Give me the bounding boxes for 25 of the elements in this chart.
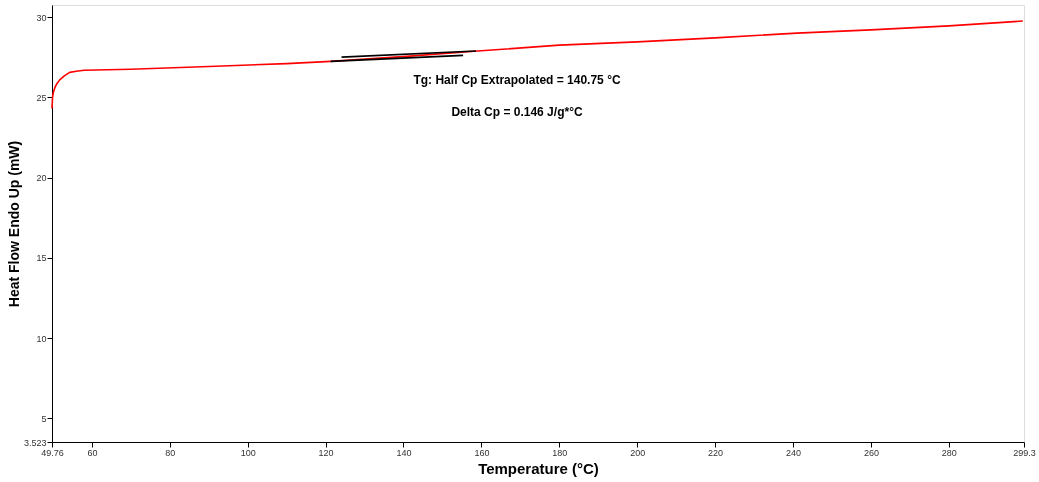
y-tick-label: 15 (36, 253, 47, 264)
x-tick-label: 100 (240, 447, 256, 458)
x-tick-label: 180 (552, 447, 568, 458)
x-tick-label: 120 (318, 447, 334, 458)
x-tick-label: 160 (474, 447, 490, 458)
x-tick-label: 60 (87, 447, 98, 458)
x-tick-label: 220 (708, 447, 724, 458)
y-tick-label: 25 (36, 92, 47, 103)
x-tick-label: 200 (630, 447, 646, 458)
y-axis-title: Heat Flow Endo Up (mW) (5, 140, 22, 308)
x-tick-label: 80 (165, 447, 176, 458)
y-tick-label: 3.523 (23, 437, 47, 448)
x-tick-label: 140 (396, 447, 412, 458)
x-tick-label: 240 (786, 447, 802, 458)
y-tick-label: 5 (41, 413, 47, 424)
x-axis-title: Temperature (°C) (478, 459, 599, 477)
x-tick-label: 299.3 (1013, 447, 1036, 458)
annotation: Delta Cp = 0.146 J/g*°C (451, 105, 583, 119)
annotation: Tg: Half Cp Extrapolated = 140.75 °C (413, 73, 621, 87)
y-tick-label: 30 (36, 12, 47, 23)
x-tick-label: 260 (863, 447, 879, 458)
x-tick-label: 280 (941, 447, 957, 458)
y-tick-label: 20 (36, 173, 47, 184)
x-tick-label: 49.76 (41, 447, 64, 458)
y-tick-label: 10 (36, 333, 47, 344)
